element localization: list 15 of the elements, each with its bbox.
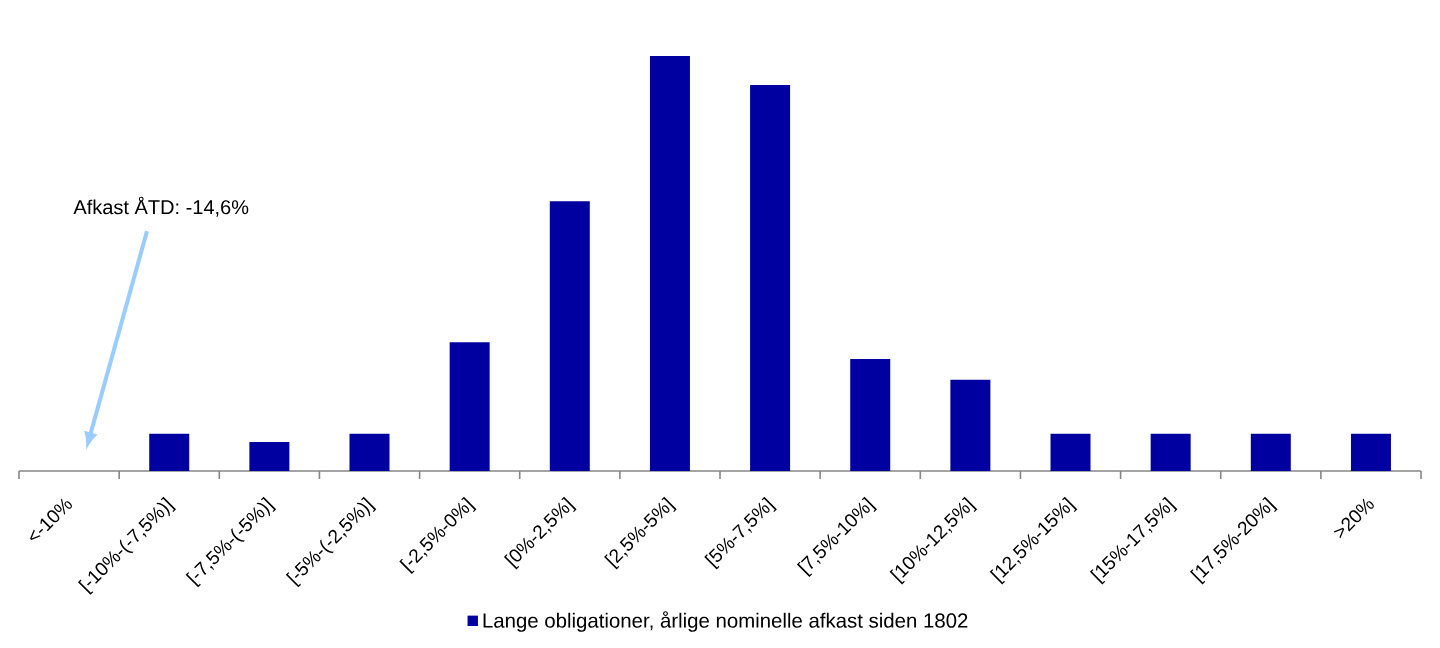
bar (349, 433, 390, 471)
bar (1250, 433, 1291, 471)
bar (549, 201, 590, 471)
legend-label: Lange obligationer, årlige nominelle afkast siden 1802 (483, 611, 968, 632)
bar (649, 55, 690, 471)
bar (1150, 433, 1191, 471)
bar (850, 358, 891, 471)
bar (750, 85, 791, 471)
bar (1350, 433, 1391, 471)
bar (149, 433, 190, 471)
bar (950, 379, 991, 471)
bar (449, 342, 490, 471)
bar (249, 441, 290, 471)
bar (1050, 433, 1091, 471)
annotation: Afkast ÅTD: -14,6% (73, 196, 249, 217)
